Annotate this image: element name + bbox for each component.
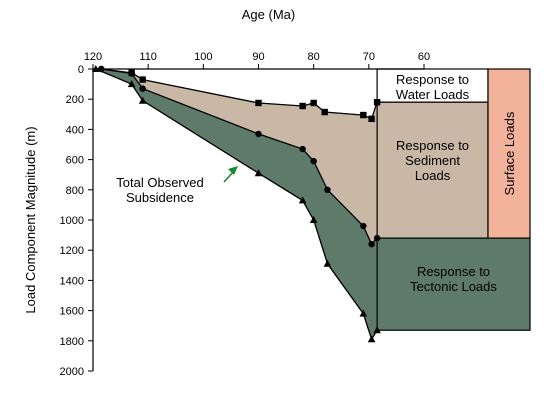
x-tick-label: 60	[418, 51, 430, 63]
data-point-triangle	[367, 335, 376, 343]
x-tick-label: 90	[252, 51, 264, 63]
data-point-circle	[255, 130, 262, 138]
total-subsidence-label: Total Observed Subsidence	[116, 175, 203, 205]
series-line-circle	[101, 68, 378, 246]
total-subsidence-label-line: Total Observed	[116, 175, 203, 190]
arrow-head	[228, 166, 238, 175]
tectonic-box	[376, 237, 531, 331]
y-tick-label: 2000	[60, 366, 84, 378]
data-point-circle	[360, 222, 367, 230]
sediment-box	[376, 101, 489, 239]
series-markers	[91, 65, 381, 343]
data-point-square	[368, 115, 375, 123]
sediment-area	[101, 69, 378, 245]
water-loads-label-line: Response to	[396, 72, 469, 87]
data-point-triangle	[298, 196, 307, 204]
series-lines	[95, 68, 378, 341]
data-point-circle	[310, 157, 317, 165]
tectonic-loads-label-line: Tectonic Loads	[410, 279, 497, 294]
y-axis-title: Load Component Magnitude (m)	[23, 126, 38, 313]
y-tick-label: 1400	[60, 275, 84, 287]
data-point-circle	[368, 240, 375, 248]
data-point-circle	[324, 186, 331, 193]
data-point-square	[255, 99, 262, 107]
data-point-triangle	[309, 216, 318, 223]
data-point-square	[373, 99, 381, 106]
tectonic-loads-label: Response to Tectonic Loads	[410, 264, 497, 294]
x-tick-label: 70	[363, 51, 375, 63]
data-point-triangle	[323, 259, 332, 267]
data-point-triangle	[254, 169, 263, 177]
y-tick-label: 800	[66, 185, 84, 197]
data-point-square	[360, 111, 367, 119]
stacked-areas	[95, 69, 378, 340]
x-tick-label: 120	[84, 51, 102, 63]
total-subsidence-label-line: Subsidence	[126, 190, 194, 205]
x-axis-title: Age (Ma)	[242, 7, 295, 22]
data-point-circle	[139, 85, 146, 92]
tectonic-area	[95, 69, 378, 340]
y-tick-label: 0	[78, 64, 84, 76]
series-line-square	[101, 68, 378, 120]
data-point-circle	[373, 234, 381, 242]
sediment-loads-label-line: Loads	[415, 168, 451, 183]
data-point-square	[310, 99, 317, 107]
water-loads-label: Response to Water Loads	[396, 72, 470, 102]
data-point-triangle	[359, 309, 368, 317]
series-line-triangle	[95, 68, 378, 341]
data-point-square	[128, 69, 135, 76]
y-tick-label: 1000	[60, 215, 84, 227]
y-tick-label: 1800	[60, 336, 84, 348]
y-tick-label: 400	[66, 124, 84, 136]
y-tick-label: 600	[66, 155, 84, 167]
data-point-triangle	[373, 326, 381, 334]
axes: 120 110 100 90 80 70 6002004006008001000120014…	[23, 7, 430, 378]
surface-loads-label: Surface Loads	[502, 111, 517, 195]
y-tick-label: 1200	[60, 245, 84, 257]
x-tick-label: 80	[308, 51, 320, 63]
sediment-loads-label-line: Sediment	[405, 153, 460, 168]
data-point-square	[299, 102, 306, 110]
data-point-triangle	[127, 80, 136, 88]
sediment-loads-label: Response to Sediment Loads	[396, 138, 469, 183]
data-point-square	[321, 108, 328, 116]
water-loads-label-line: Water Loads	[396, 87, 470, 102]
y-tick-label: 1600	[60, 306, 84, 318]
response-boxes	[376, 68, 531, 331]
sediment-loads-label-line: Response to	[396, 138, 469, 153]
data-point-circle	[299, 145, 306, 153]
x-tick-label: 100	[194, 51, 212, 63]
y-tick-label: 200	[66, 94, 84, 106]
water-box	[376, 68, 489, 103]
data-point-triangle	[138, 96, 147, 104]
tectonic-loads-label-line: Response to	[417, 264, 490, 279]
data-point-square	[139, 76, 146, 83]
x-tick-label: 110	[139, 51, 157, 63]
